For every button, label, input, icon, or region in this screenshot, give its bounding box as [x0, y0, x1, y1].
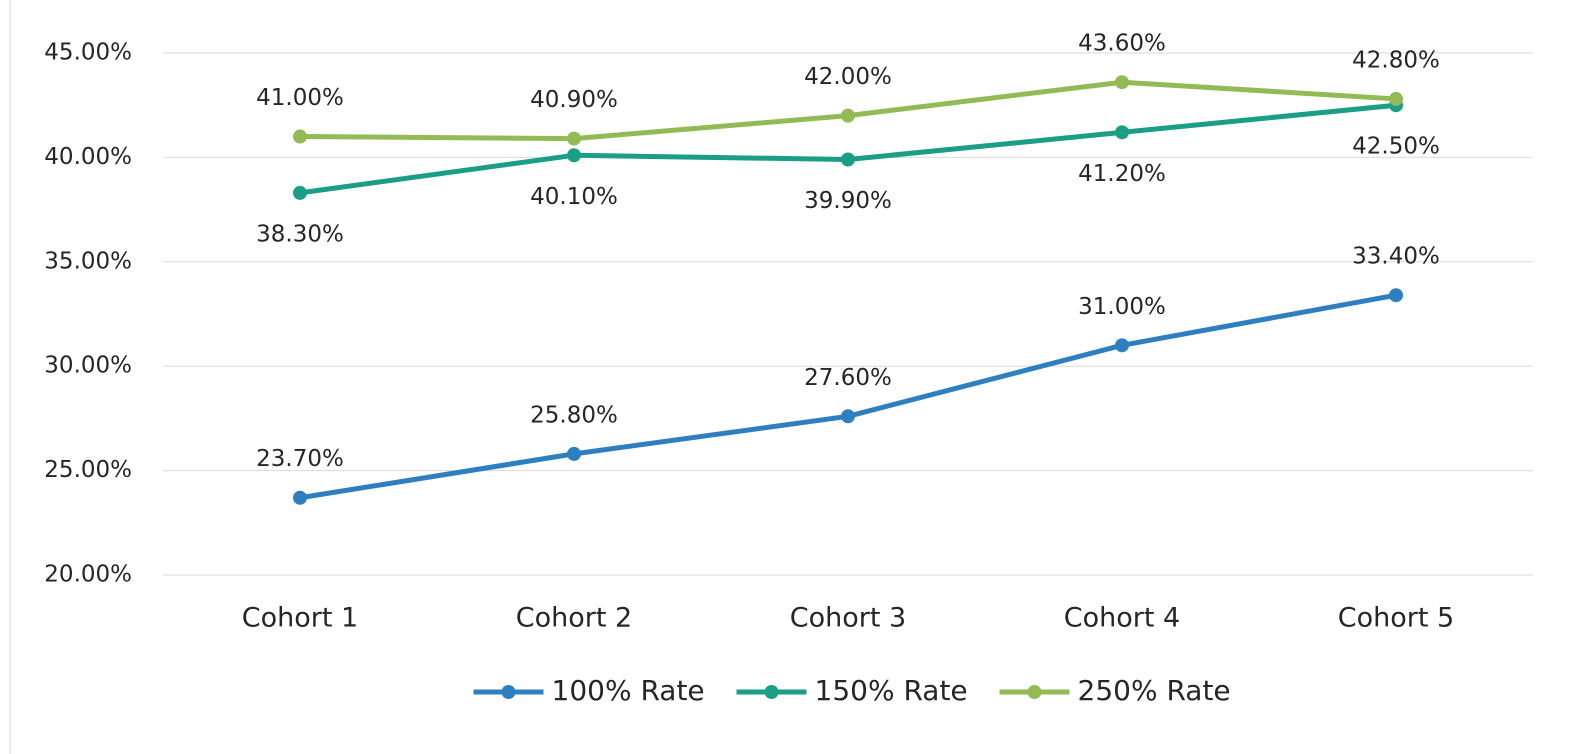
- data-point: [1115, 75, 1129, 90]
- x-tick-label: Cohort 5: [1338, 603, 1454, 634]
- data-point: [293, 129, 307, 144]
- data-label: 42.50%: [1352, 134, 1440, 160]
- x-tick-label: Cohort 3: [790, 603, 906, 634]
- data-label: 27.60%: [804, 365, 892, 391]
- data-label: 42.00%: [804, 64, 892, 90]
- data-label: 33.40%: [1352, 244, 1440, 270]
- data-point: [1389, 288, 1403, 303]
- data-point: [293, 490, 307, 505]
- legend-marker: [1027, 685, 1042, 699]
- data-point: [567, 131, 581, 146]
- legend-marker: [764, 685, 779, 699]
- data-point: [841, 152, 855, 167]
- data-point: [1115, 338, 1129, 353]
- x-tick-label: Cohort 2: [516, 603, 632, 634]
- y-tick-label: 35.00%: [44, 248, 132, 274]
- x-tick-label: Cohort 4: [1064, 603, 1180, 634]
- data-point: [841, 409, 855, 424]
- y-tick-label: 25.00%: [44, 457, 132, 483]
- data-label: 39.90%: [804, 188, 892, 214]
- data-label: 38.30%: [256, 221, 344, 247]
- data-label: 43.60%: [1078, 31, 1166, 57]
- data-point: [1389, 91, 1403, 106]
- legend-marker: [501, 685, 516, 699]
- y-tick-label: 40.00%: [44, 144, 132, 170]
- data-label: 31.00%: [1078, 294, 1166, 320]
- data-point: [567, 446, 581, 461]
- data-label: 41.00%: [256, 85, 344, 111]
- data-label: 40.90%: [530, 87, 618, 113]
- legend-label: 100% Rate: [552, 674, 705, 707]
- legend-label: 150% Rate: [815, 674, 968, 707]
- x-tick-label: Cohort 1: [242, 603, 358, 634]
- series-line: [299, 292, 1397, 501]
- y-tick-label: 45.00%: [44, 40, 132, 66]
- y-tick-label: 30.00%: [44, 353, 132, 379]
- data-label: 40.10%: [530, 184, 618, 210]
- data-point: [567, 148, 581, 163]
- data-label: 42.80%: [1352, 47, 1440, 73]
- data-label: 23.70%: [256, 446, 344, 472]
- data-point: [293, 185, 307, 200]
- data-label: 25.80%: [530, 402, 618, 428]
- data-point: [841, 108, 855, 123]
- data-point: [1115, 125, 1129, 140]
- data-label: 41.20%: [1078, 161, 1166, 187]
- legend-label: 250% Rate: [1078, 674, 1231, 707]
- y-tick-label: 20.00%: [44, 562, 132, 588]
